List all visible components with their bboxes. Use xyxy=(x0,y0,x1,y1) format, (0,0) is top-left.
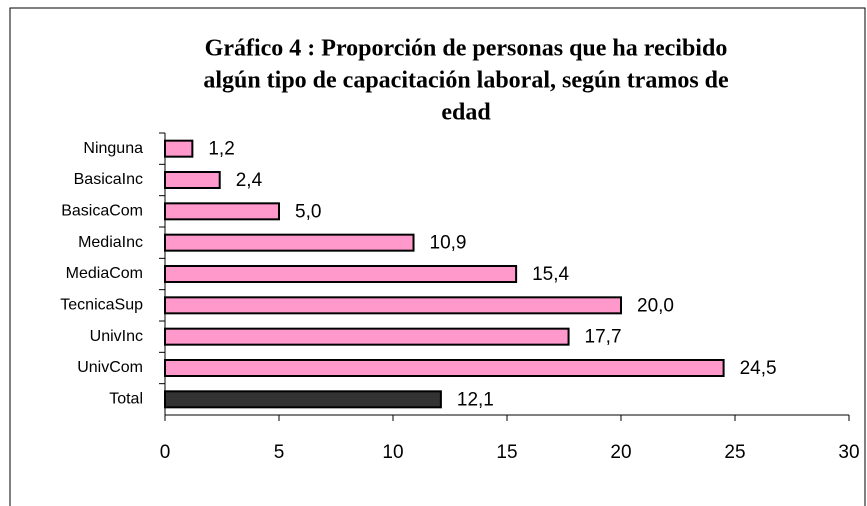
y-tick-label: UnivInc xyxy=(90,328,143,345)
data-label: 2,4 xyxy=(236,170,263,191)
bar xyxy=(164,359,725,377)
x-tick-label: 30 xyxy=(838,442,859,463)
data-label: 1,2 xyxy=(208,139,234,160)
bar xyxy=(164,171,221,189)
x-tick-label: 0 xyxy=(160,442,171,463)
data-label: 24,5 xyxy=(740,358,777,379)
y-tick-label: BasicaCom xyxy=(61,203,143,220)
bar xyxy=(164,327,570,346)
x-tick-label: 25 xyxy=(724,442,745,463)
bar xyxy=(164,265,518,283)
y-tick-label: Total xyxy=(109,391,143,408)
x-tick-label: 10 xyxy=(382,442,403,463)
y-tick-label: MediaCom xyxy=(66,265,143,282)
x-tick-label: 20 xyxy=(610,442,631,463)
y-tick-label: TecnicaSup xyxy=(60,297,143,314)
chart-frame xyxy=(9,7,866,506)
chart-title: edad xyxy=(441,100,491,126)
bar xyxy=(164,202,280,221)
bar xyxy=(164,139,194,158)
chart-title: algún tipo de capacitación laboral, segú… xyxy=(203,68,729,94)
y-tick-label: UnivCom xyxy=(77,359,143,376)
data-label: 10,9 xyxy=(430,233,467,254)
data-label: 17,7 xyxy=(585,327,622,348)
x-tick-label: 5 xyxy=(274,442,285,463)
y-tick-label: MediaInc xyxy=(78,234,143,251)
bar xyxy=(164,390,442,409)
data-label: 5,0 xyxy=(295,201,321,222)
data-label: 20,0 xyxy=(637,295,674,316)
x-tick-label: 15 xyxy=(496,442,517,463)
bar xyxy=(164,296,622,315)
data-label: 12,1 xyxy=(457,389,494,410)
data-label: 15,4 xyxy=(532,264,569,285)
bar xyxy=(164,233,415,252)
y-tick-label: BasicaInc xyxy=(74,171,143,188)
chart-title: Gráfico 4 : Proporción de personas que h… xyxy=(205,36,728,62)
y-tick-label: Ninguna xyxy=(83,140,143,157)
